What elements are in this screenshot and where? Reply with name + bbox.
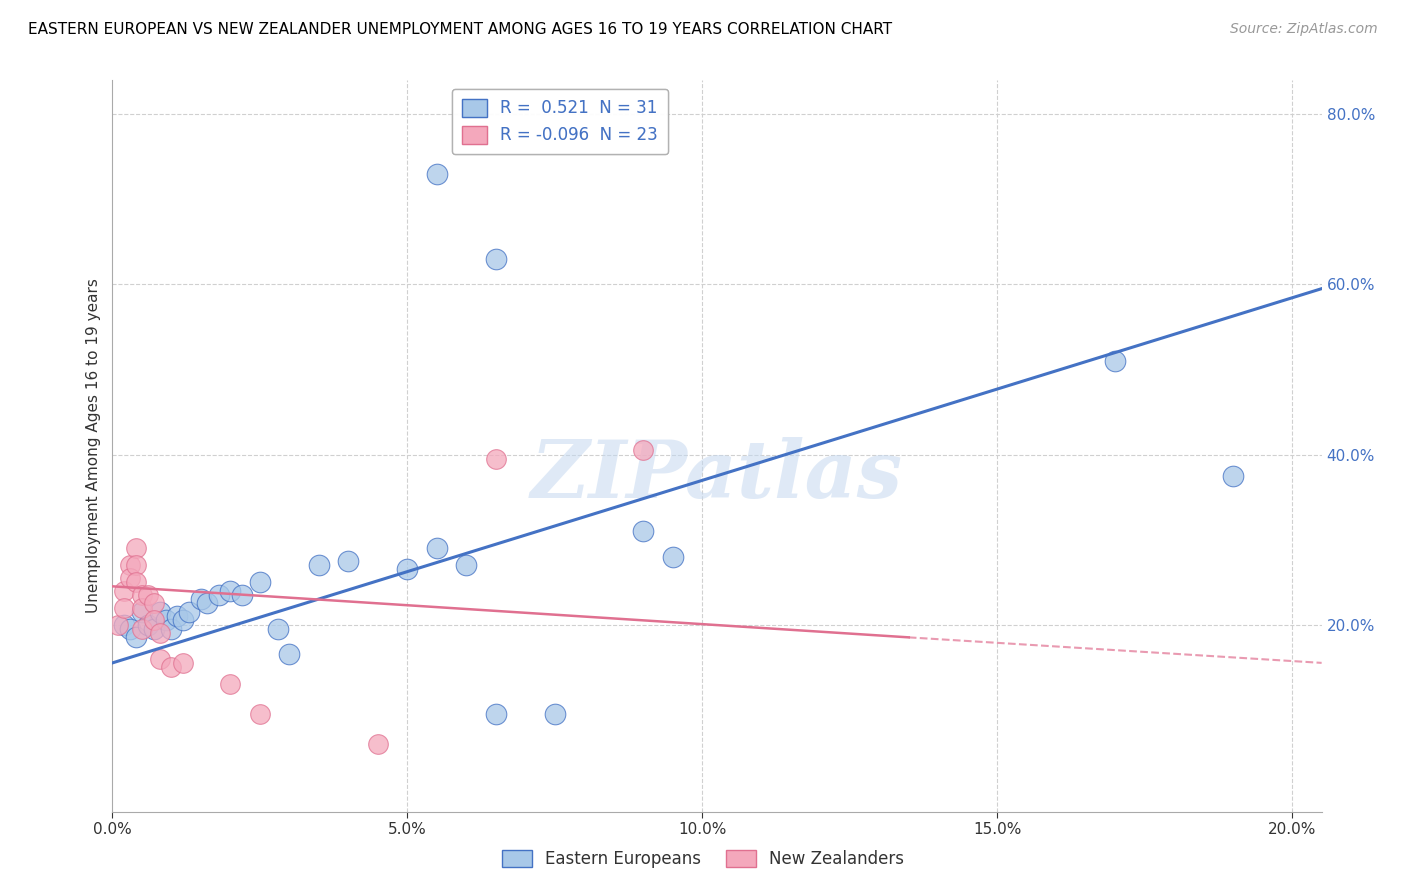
- Text: Source: ZipAtlas.com: Source: ZipAtlas.com: [1230, 22, 1378, 37]
- Point: [142, 596, 165, 610]
- Point: [112, 583, 135, 598]
- Point: [426, 541, 449, 555]
- Point: [266, 622, 288, 636]
- Point: [367, 737, 389, 751]
- Point: [208, 588, 231, 602]
- Point: [172, 613, 194, 627]
- Point: [142, 613, 165, 627]
- Point: [112, 600, 135, 615]
- Point: [337, 554, 360, 568]
- Point: [125, 541, 148, 555]
- Point: [142, 622, 165, 636]
- Point: [544, 706, 567, 721]
- Point: [308, 558, 330, 572]
- Point: [485, 706, 508, 721]
- Point: [485, 252, 508, 266]
- Point: [166, 609, 188, 624]
- Point: [278, 648, 301, 662]
- Text: EASTERN EUROPEAN VS NEW ZEALANDER UNEMPLOYMENT AMONG AGES 16 TO 19 YEARS CORRELA: EASTERN EUROPEAN VS NEW ZEALANDER UNEMPL…: [28, 22, 893, 37]
- Point: [155, 613, 177, 627]
- Point: [107, 617, 129, 632]
- Point: [219, 677, 242, 691]
- Point: [219, 583, 242, 598]
- Point: [396, 562, 419, 576]
- Legend: Eastern Europeans, New Zealanders: Eastern Europeans, New Zealanders: [495, 843, 911, 875]
- Point: [160, 660, 183, 674]
- Point: [633, 443, 655, 458]
- Point: [125, 631, 148, 645]
- Text: ZIPatlas: ZIPatlas: [531, 436, 903, 514]
- Point: [662, 549, 685, 564]
- Point: [485, 451, 508, 466]
- Point: [131, 588, 153, 602]
- Point: [195, 596, 218, 610]
- Point: [136, 588, 159, 602]
- Point: [136, 617, 159, 632]
- Y-axis label: Unemployment Among Ages 16 to 19 years: Unemployment Among Ages 16 to 19 years: [86, 278, 101, 614]
- Point: [426, 167, 449, 181]
- Point: [190, 592, 212, 607]
- Point: [1222, 468, 1244, 483]
- Point: [120, 571, 142, 585]
- Point: [249, 706, 271, 721]
- Point: [172, 656, 194, 670]
- Point: [120, 622, 142, 636]
- Point: [249, 575, 271, 590]
- Point: [179, 605, 201, 619]
- Point: [131, 605, 153, 619]
- Legend: R =  0.521  N = 31, R = -0.096  N = 23: R = 0.521 N = 31, R = -0.096 N = 23: [451, 88, 668, 154]
- Point: [149, 605, 172, 619]
- Point: [456, 558, 478, 572]
- Point: [125, 575, 148, 590]
- Point: [231, 588, 253, 602]
- Point: [1104, 354, 1126, 368]
- Point: [125, 558, 148, 572]
- Point: [120, 558, 142, 572]
- Point: [131, 622, 153, 636]
- Point: [112, 617, 135, 632]
- Point: [160, 622, 183, 636]
- Point: [149, 651, 172, 665]
- Point: [633, 524, 655, 538]
- Point: [149, 626, 172, 640]
- Point: [131, 600, 153, 615]
